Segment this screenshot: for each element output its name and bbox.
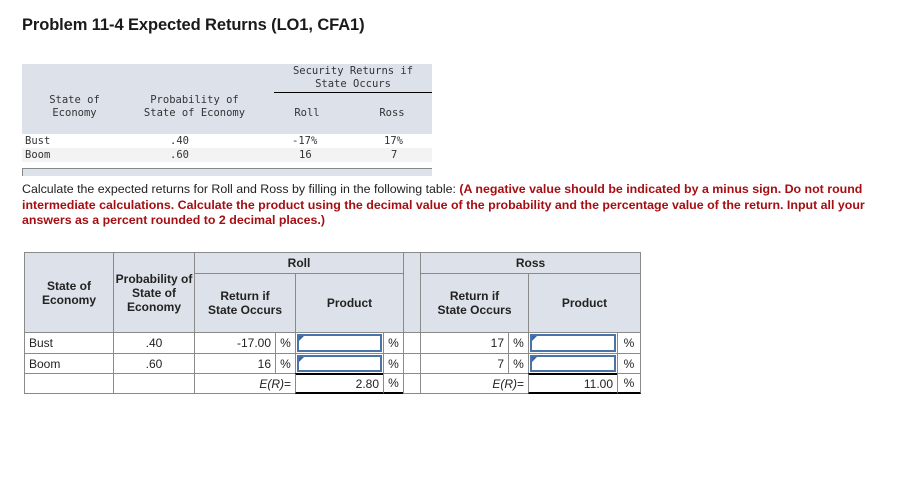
spacer-boom (403, 353, 421, 374)
cell-roll-return-boom: 16 (194, 353, 276, 374)
header-ross-group: Ross (420, 252, 641, 274)
cell-ross-return-bust: 17 (420, 332, 509, 354)
instructions-text: Calculate the expected returns for Roll … (22, 182, 456, 196)
state-cell: Bust (25, 135, 51, 147)
cell-ross-product-boom (528, 353, 618, 374)
prob-cell: .40 (170, 135, 189, 147)
pct-ross-return-boom: % (508, 353, 529, 374)
ross-product-boom-input[interactable] (530, 355, 616, 372)
group-header-rule (274, 92, 432, 93)
cell-roll-product-boom (295, 353, 384, 374)
pct-ross-return-bust: % (508, 332, 529, 354)
cell-prob-bust: .40 (113, 332, 195, 354)
cell-state-bust: Bust (24, 332, 114, 354)
pct-ross-er: % (617, 373, 641, 394)
cell-er-empty-1 (24, 373, 114, 394)
cell-roll-return-bust: -17.00 (194, 332, 276, 354)
header-probability: Probability of State of Economy (113, 252, 195, 333)
pct-roll-product-bust: % (383, 332, 404, 354)
roll-product-bust-input[interactable] (297, 334, 382, 352)
prob-cell: .60 (170, 149, 189, 161)
ross-header: Ross (379, 107, 405, 119)
ross-cell: 7 (391, 149, 398, 161)
ross-er-label: E(R) = (420, 373, 529, 394)
pct-ross-product-bust: % (617, 332, 641, 354)
cell-state-boom: Boom (24, 353, 114, 374)
spacer-bust (403, 332, 421, 354)
cell-er-empty-2 (113, 373, 195, 394)
probability-header: Probability of State of Economy (143, 94, 246, 119)
page-title: Problem 11-4 Expected Returns (LO1, CFA1… (22, 16, 365, 34)
cell-ross-product-bust (528, 332, 618, 354)
pct-ross-product-boom: % (617, 353, 641, 374)
given-table-header: Security Returns if State Occurs State o… (22, 64, 432, 134)
ross-cell: 17% (384, 135, 403, 147)
roll-cell: 16 (299, 149, 312, 161)
instructions: Calculate the expected returns for Roll … (22, 182, 882, 229)
security-returns-header: Security Returns if State Occurs (292, 65, 414, 90)
header-roll-return: Return if State Occurs (194, 273, 296, 333)
pct-roll-er: % (383, 373, 404, 394)
cell-roll-product-bust (295, 332, 384, 354)
given-row-bust: Bust .40 -17% 17% (22, 134, 432, 148)
header-ross-product: Product (528, 273, 641, 333)
header-ross-return: Return if State Occurs (420, 273, 529, 333)
ross-product-bust-input[interactable] (530, 334, 616, 352)
state-cell: Boom (25, 149, 51, 161)
state-of-economy-header: State of Economy (49, 94, 100, 119)
header-roll-product: Product (295, 273, 404, 333)
given-data-table: Security Returns if State Occurs State o… (22, 64, 432, 176)
given-row-boom: Boom .60 16 7 (22, 148, 432, 162)
roll-expected-return: 2.80 (295, 373, 384, 394)
header-spacer (403, 252, 421, 333)
pct-roll-product-boom: % (383, 353, 404, 374)
header-state-of-economy: State of Economy (24, 252, 114, 333)
roll-header: Roll (294, 107, 320, 119)
instructions-emphasis: (A negative value should be indicated by… (22, 182, 865, 227)
given-table-footer (22, 168, 432, 176)
roll-er-label: E(R) = (194, 373, 296, 394)
cell-prob-boom: .60 (113, 353, 195, 374)
ross-expected-return: 11.00 (528, 373, 618, 394)
spacer-er (403, 373, 421, 394)
cell-ross-return-boom: 7 (420, 353, 509, 374)
roll-cell: -17% (292, 135, 318, 147)
pct-roll-return-boom: % (275, 353, 296, 374)
header-roll-group: Roll (194, 252, 404, 274)
roll-product-boom-input[interactable] (297, 355, 382, 372)
pct-roll-return-bust: % (275, 332, 296, 354)
